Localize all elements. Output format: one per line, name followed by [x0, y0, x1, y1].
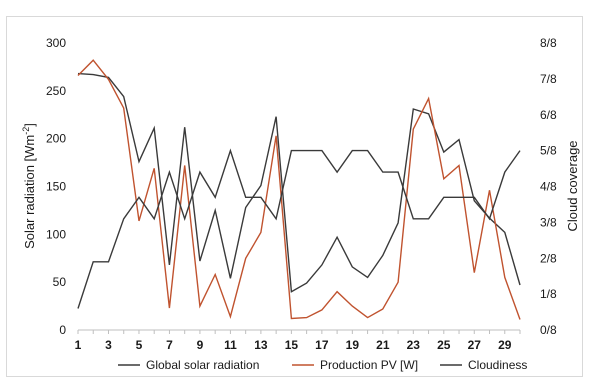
x-tick-label: 21 [376, 338, 390, 352]
y2-tick-label: 3/8 [540, 215, 557, 229]
x-tick-label: 5 [136, 338, 143, 352]
y2-tick-label: 2/8 [540, 251, 557, 265]
legend-label: Cloudiness [468, 358, 527, 372]
series-line-cloudiness [77, 148, 521, 309]
series-layer [77, 59, 521, 320]
y-axis-title-exponent: -2 [21, 127, 31, 135]
y-axis-right: 0/8 1/8 2/8 3/8 4/8 5/8 6/8 7/8 8/8 [540, 36, 557, 337]
y-axis-title: Solar radiation [Wm-2] [21, 123, 37, 249]
x-tick-label: 19 [346, 338, 360, 352]
y-tick-label: 50 [53, 275, 67, 289]
x-tick-label: 13 [254, 338, 268, 352]
y-axis-title-main: Solar radiation [Wm [22, 135, 37, 249]
chart-border [6, 16, 583, 377]
series-line-global-solar-radiation [77, 72, 521, 293]
y-tick-label: 100 [46, 227, 66, 241]
x-tick-label: 7 [166, 338, 173, 352]
y2-tick-label: 7/8 [540, 72, 557, 86]
x-tick-label: 17 [315, 338, 329, 352]
y-tick-label: 0 [59, 323, 66, 337]
y2-tick-label: 1/8 [540, 287, 557, 301]
legend-label: Global solar radiation [146, 358, 259, 372]
series-line-production-pv-w [77, 59, 521, 320]
y2-tick-label: 6/8 [540, 108, 557, 122]
x-tick-label: 11 [224, 338, 237, 352]
y-tick-label: 300 [46, 36, 66, 50]
x-axis: 1 3 5 7 9 11 13 15 17 19 21 23 25 27 29 [75, 329, 521, 352]
legend: Global solar radiation Production PV [W] C… [118, 358, 527, 372]
x-tick-label: 3 [105, 338, 112, 352]
x-tick-label: 25 [437, 338, 451, 352]
y-tick-label: 150 [46, 180, 66, 194]
x-tick-label: 27 [468, 338, 482, 352]
y-axis-title-suffix: ] [22, 123, 37, 127]
y2-tick-label: 0/8 [540, 323, 557, 337]
y-tick-label: 200 [46, 132, 66, 146]
x-tick-label: 1 [75, 338, 82, 352]
legend-label: Production PV [W] [320, 358, 418, 372]
x-tick-label: 9 [197, 338, 204, 352]
x-tick-label: 15 [285, 338, 299, 352]
y2-tick-label: 5/8 [540, 144, 557, 158]
x-tick-label: 29 [498, 338, 512, 352]
y2-axis-title: Cloud coverage [565, 140, 580, 231]
x-tick-label: 23 [407, 338, 421, 352]
y2-tick-label: 8/8 [540, 36, 557, 50]
y-axis-left: 0 50 100 150 200 250 300 [46, 36, 66, 337]
y-tick-label: 250 [46, 84, 66, 98]
y2-tick-label: 4/8 [540, 180, 557, 194]
